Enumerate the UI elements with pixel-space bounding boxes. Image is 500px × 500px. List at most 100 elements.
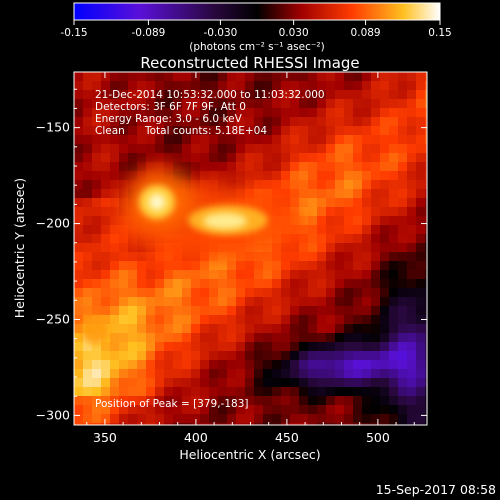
heatmap-cell [83,117,93,127]
heatmap-cell [281,189,291,199]
heatmap-cell [371,306,381,316]
heatmap-cell [326,378,336,388]
heatmap-cell [110,360,120,370]
heatmap-cell [371,135,381,145]
heatmap-cell [146,342,156,352]
heatmap-cell [245,306,255,316]
heatmap-cell [209,153,219,163]
heatmap-cell [380,351,390,361]
heatmap-cell [353,387,363,397]
heatmap-cell [308,216,318,226]
heatmap-cell [398,288,408,298]
heatmap-cell [155,297,165,307]
x-axis-label: Heliocentric X (arcsec) [179,447,320,462]
heatmap-cell [290,423,300,425]
heatmap-cell [236,342,246,352]
heatmap-cell [200,387,210,397]
heatmap-cell [245,297,255,307]
heatmap-cell [209,261,219,271]
heatmap-cell [245,387,255,397]
heatmap-cell [119,153,129,163]
heatmap-cell [182,288,192,298]
heatmap-cell [281,333,291,343]
heatmap-cell [263,423,273,425]
heatmap-cell [281,378,291,388]
heatmap-cell [326,81,336,91]
heatmap-cell [281,117,291,127]
heatmap-cell [317,324,327,334]
heatmap-cell [92,306,102,316]
heatmap-cell [281,342,291,352]
heatmap-cell [128,108,138,118]
heatmap-cell [299,117,309,127]
heatmap-cell [92,369,102,379]
x-tick-label: 450 [275,430,299,445]
heatmap-cell [146,108,156,118]
heatmap-cell [227,342,237,352]
heatmap-cell [245,108,255,118]
heatmap-cell [290,72,300,82]
heatmap-cell [83,180,93,190]
heatmap-cell [164,279,174,289]
heatmap-cell [173,288,183,298]
heatmap-cell [191,387,201,397]
heatmap-cell [74,90,84,100]
heatmap-cell [299,288,309,298]
heatmap-cell [335,324,345,334]
heatmap-cell [299,351,309,361]
heatmap-cell [83,72,93,82]
heatmap-cell [263,126,273,136]
heatmap-cell [299,225,309,235]
heatmap-cell [344,153,354,163]
heatmap-cell [335,261,345,271]
heatmap-cell [182,81,192,91]
heatmap-cell [308,99,318,109]
heatmap-cell [398,90,408,100]
heatmap-cell [353,108,363,118]
heatmap-cell [200,297,210,307]
heatmap-cell [200,324,210,334]
heatmap-cell [92,243,102,253]
heatmap-cell [398,198,408,208]
heatmap-cell [416,333,426,343]
heatmap-cell [335,216,345,226]
annotation-total-counts: Total counts: 5.18E+04 [144,125,267,137]
heatmap-cell [236,387,246,397]
heatmap-cell [335,342,345,352]
heatmap-cell [191,396,201,406]
heatmap-cell [371,99,381,109]
heatmap-cell [200,90,210,100]
heatmap-cell [272,288,282,298]
heatmap-cell [101,72,111,82]
heatmap-cell [101,387,111,397]
heatmap-cell [110,315,120,325]
heatmap-cell [389,288,399,298]
heatmap-cell [101,180,111,190]
heatmap-cell [425,414,427,424]
heatmap-cell [416,171,426,181]
heatmap-cell [371,198,381,208]
heatmap-cell [92,261,102,271]
heatmap-cell [344,243,354,253]
heatmap-cell [263,360,273,370]
heatmap-cell [389,252,399,262]
heatmap-cell [191,297,201,307]
heatmap-cell [326,72,336,82]
heatmap-cell [416,378,426,388]
heatmap-cell [398,414,408,424]
heatmap-cell [245,117,255,127]
heatmap-cell [74,72,84,82]
heatmap-cell [371,315,381,325]
colorbar-gradient [73,2,441,21]
heatmap-cell [344,378,354,388]
heatmap-cell [371,351,381,361]
heatmap-cell [110,369,120,379]
heatmap-cell [200,117,210,127]
heatmap-cell [191,117,201,127]
heatmap-cell [407,81,417,91]
heatmap-cell [407,360,417,370]
heatmap-cell [299,378,309,388]
heatmap-cell [209,351,219,361]
heatmap-cell [218,171,228,181]
